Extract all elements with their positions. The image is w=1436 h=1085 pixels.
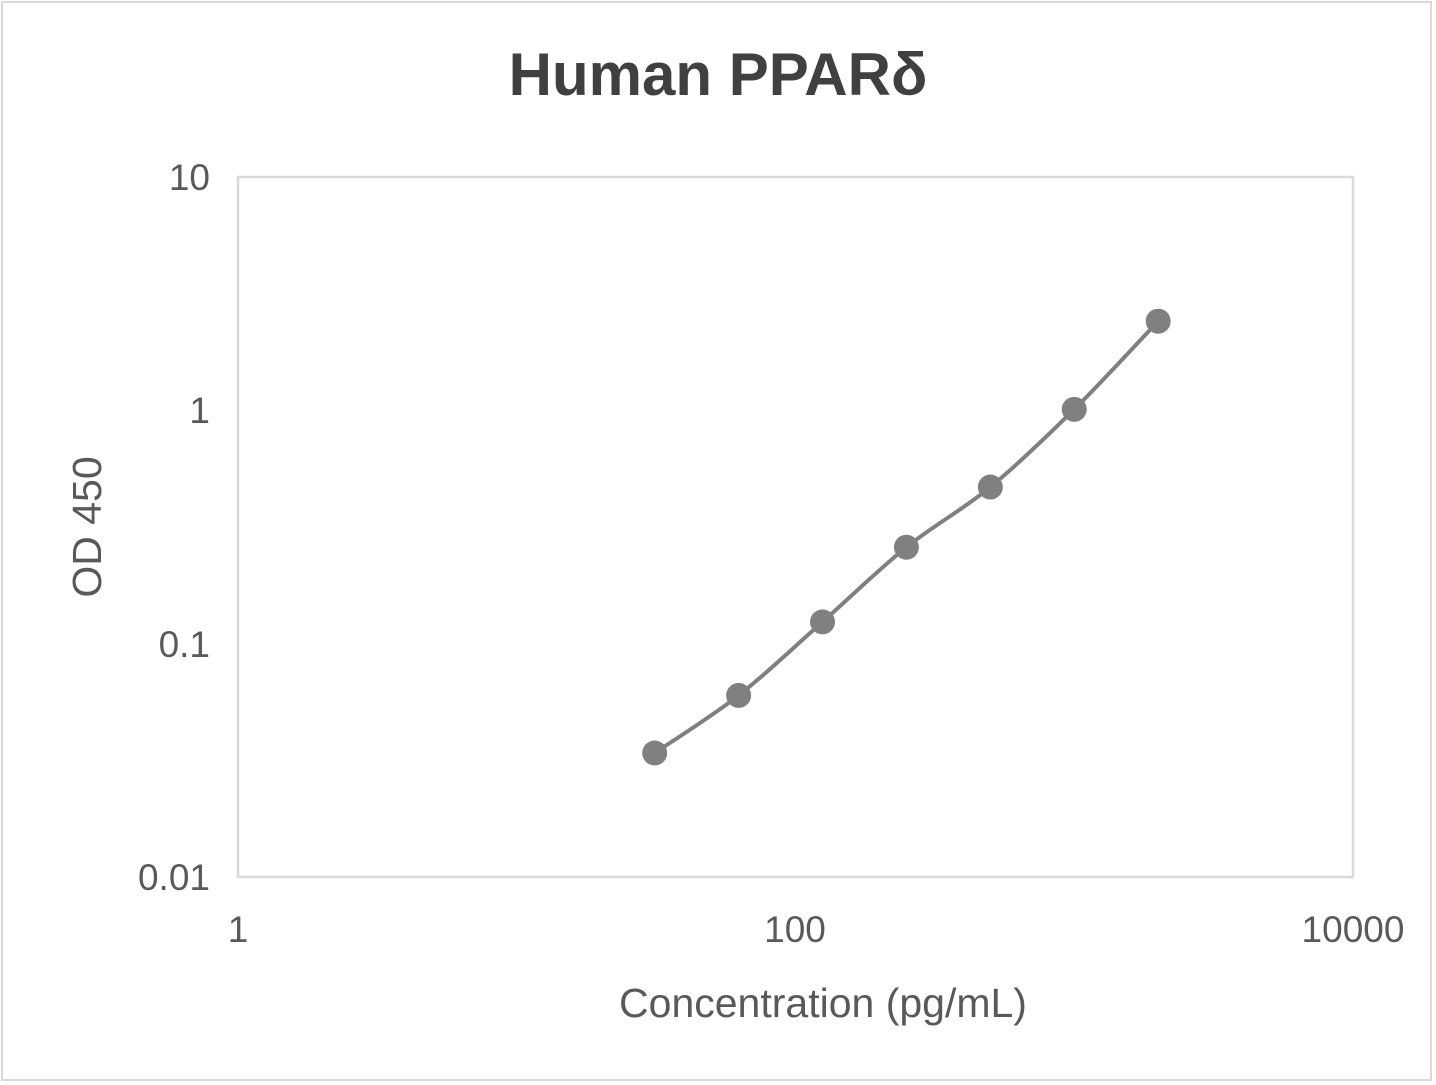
- data-point-marker: [893, 534, 919, 560]
- x-axis-ticks: 1 100 10000: [228, 909, 1405, 950]
- y-tick-label: 0.1: [159, 624, 210, 665]
- y-axis-ticks: 10 1 0.1 0.01: [138, 157, 210, 898]
- data-point-marker: [1061, 396, 1087, 422]
- data-series: [642, 308, 1171, 766]
- y-tick-label: 0.01: [138, 857, 210, 898]
- data-point-marker: [726, 682, 752, 708]
- y-tick-label: 10: [169, 157, 210, 198]
- x-axis-title: Concentration (pg/mL): [619, 980, 1027, 1026]
- data-point-marker: [642, 740, 668, 766]
- plot-area: [236, 175, 1355, 879]
- x-tick-label: 1: [228, 909, 249, 950]
- chart-title: Human PPARδ: [509, 41, 928, 108]
- data-point-marker: [810, 609, 836, 635]
- y-tick-label: 1: [189, 390, 210, 431]
- data-point-marker: [1145, 308, 1171, 334]
- x-tick-label: 10000: [1302, 909, 1405, 950]
- y-axis-title: OD 450: [64, 456, 110, 597]
- x-tick-label: 100: [764, 909, 826, 950]
- data-point-marker: [977, 474, 1003, 500]
